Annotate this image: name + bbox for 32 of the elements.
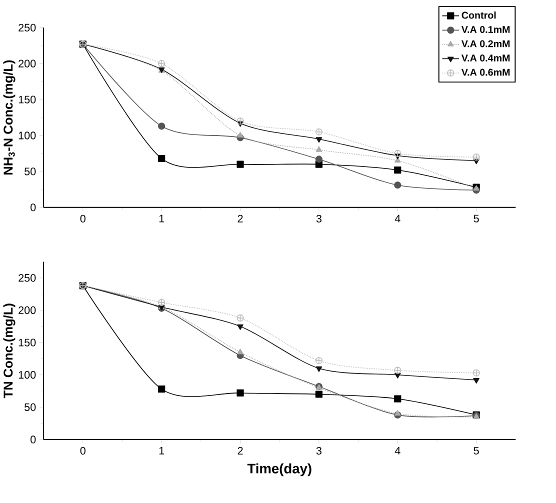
y-tick-label: 200	[18, 306, 36, 314]
y-axis-title: TN Conc.(mg/L)	[3, 304, 16, 398]
y-tick-label: 0	[30, 436, 36, 444]
x-tick-label: 2	[238, 214, 243, 223]
y-tick-label: 250	[18, 24, 36, 32]
legend-label: V.A 0.2mM	[461, 40, 510, 48]
y-tick-label: 100	[18, 371, 36, 379]
x-tick-label: 0	[80, 214, 86, 223]
x-tick-label: 1	[159, 214, 164, 222]
y-tick-label: 150	[18, 338, 36, 347]
legend-label: Control	[462, 12, 496, 19]
x-tick-label: 3	[316, 447, 322, 455]
x-tick-label: 4	[394, 447, 400, 455]
y-tick-label: 250	[18, 274, 36, 282]
y-tick-label: 100	[18, 132, 36, 140]
y-axis-title: NH$_{3}$-N Conc.(mg/L)	[3, 60, 16, 175]
x-tick-label: 5	[474, 214, 479, 223]
x-tick-label: 5	[474, 447, 479, 455]
y-tick-label: 200	[18, 60, 36, 68]
legend-label: V.A 0.1mM	[461, 26, 510, 34]
y-tick-label: 50	[24, 168, 36, 176]
y-tick-label: 50	[24, 404, 36, 412]
x-tick-label: 1	[159, 447, 164, 455]
x-tick-label: 2	[238, 447, 243, 455]
x-tick-label: 4	[394, 214, 400, 222]
x-axis-title: Time(day)	[247, 463, 312, 476]
x-tick-label: 3	[316, 214, 322, 223]
legend-label: V.A 0.6mM	[461, 68, 510, 76]
y-tick-label: 0	[30, 204, 36, 212]
y-tick-label: 150	[18, 96, 36, 104]
legend-label: V.A 0.4mM	[461, 54, 510, 62]
x-tick-label: 0	[80, 447, 86, 455]
